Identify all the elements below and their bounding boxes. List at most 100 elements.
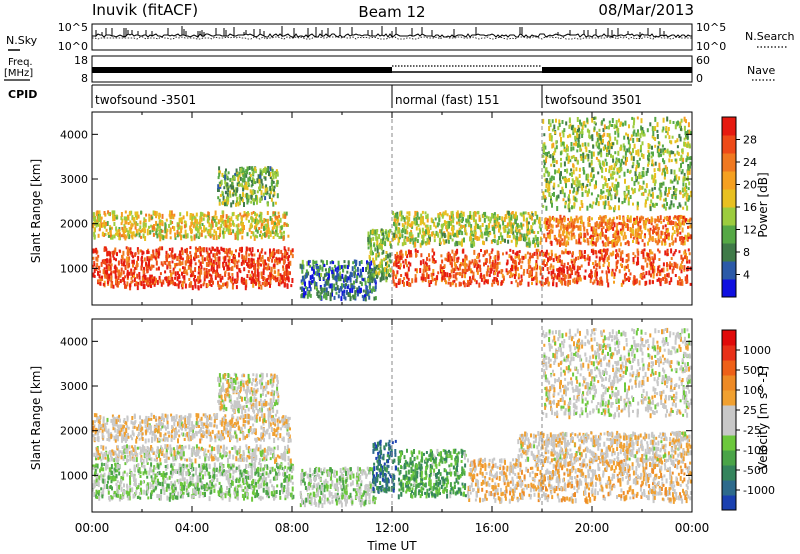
scatter-cell [134,266,137,270]
scatter-cell [396,251,399,255]
scatter-cell [635,150,638,156]
scatter-cell [208,247,211,251]
scatter-cell [353,265,356,269]
scatter-cell [238,195,241,200]
scatter-cell [190,236,193,242]
scatter-cell [113,249,116,255]
scatter-cell [630,152,633,156]
scatter-cell [270,217,273,223]
scatter-cell [93,268,96,273]
scatter-cell [660,268,663,273]
scatter-cell [521,260,524,264]
scatter-cell [191,215,194,221]
scatter-cell [396,211,399,216]
scatter-cell [656,278,659,282]
scatter-cell [388,272,390,277]
scatter-cell [569,273,572,279]
scatter-cell [579,241,582,245]
scatter-cell [640,118,643,124]
scatter-cell [180,247,183,252]
scatter-cell [672,121,675,124]
scatter-cell [362,295,365,299]
scatter-cell [437,271,440,275]
scatter-cell [685,158,688,163]
scatter-cell [575,167,578,172]
scatter-cell [469,233,472,238]
scatter-cell [477,265,480,269]
scatter-cell [462,211,465,217]
scatter-cell [674,264,677,268]
scatter-cell [560,267,563,273]
scatter-cell [666,230,669,234]
scatter-cell [181,257,184,261]
scatter-cell [246,214,249,218]
scatter-cell [424,229,427,234]
scatter-cell [194,218,197,224]
scatter-cell [274,170,277,175]
scatter-cell [246,170,248,175]
scatter-cell [172,281,175,286]
scatter-cell [184,229,187,235]
scatter-cell [497,224,499,228]
scatter-cell [233,189,236,193]
scatter-cell [438,216,441,222]
scatter-cell [178,225,181,230]
scatter-cell [259,170,262,174]
scatter-cell [312,265,315,271]
scatter-cell [222,248,225,253]
scatter-cell [508,235,511,238]
scatter-cell [549,265,552,270]
scatter-cell [628,269,631,273]
scatter-cell [632,252,635,256]
scatter-cell [287,234,290,238]
scatter-cell [250,222,253,228]
scatter-cell [496,272,499,278]
scatter-cell [264,251,267,255]
scatter-cell [169,227,172,233]
scatter-cell [542,191,545,196]
scatter-cell [387,237,390,241]
scatter-cell [536,214,539,220]
scatter-cell [165,256,168,261]
scatter-cell [506,272,509,276]
scatter-cell [454,242,457,247]
scatter-cell [570,235,573,241]
scatter-cell [689,161,692,166]
scatter-cell [430,280,433,284]
scatter-cell [643,133,646,137]
scatter-cell [514,255,517,259]
scatter-cell [385,278,388,283]
scatter-cell [120,259,123,264]
scatter-cell [493,226,495,231]
scatter-cell [242,174,245,178]
scatter-cell [664,165,667,170]
scatter-cell [218,201,221,206]
scatter-cell [563,273,566,279]
scatter-cell [98,266,101,270]
scatter-cell [432,258,435,262]
scatter-cell [561,176,564,180]
scatter-cell [264,196,267,201]
scatter-cell [155,220,158,226]
scatter-cell [537,248,540,252]
scatter-cell [491,226,494,231]
scatter-cell [105,248,108,252]
scatter-cell [280,233,283,239]
scatter-cell [587,254,590,258]
scatter-cell [681,169,684,174]
scatter-cell [476,223,479,229]
scatter-cell [595,185,597,189]
scatter-cell [518,258,521,264]
scatter-cell [455,277,458,281]
scatter-cell [268,171,270,177]
scatter-cell [411,278,414,284]
scatter-cell [103,280,106,284]
scatter-cell [472,262,475,266]
scatter-cell [270,197,273,202]
scatter-cell [485,224,488,230]
scatter-cell [312,277,315,282]
scatter-cell [388,229,391,234]
scatter-cell [368,261,370,266]
scatter-cell [588,216,591,219]
scatter-cell [500,269,503,275]
